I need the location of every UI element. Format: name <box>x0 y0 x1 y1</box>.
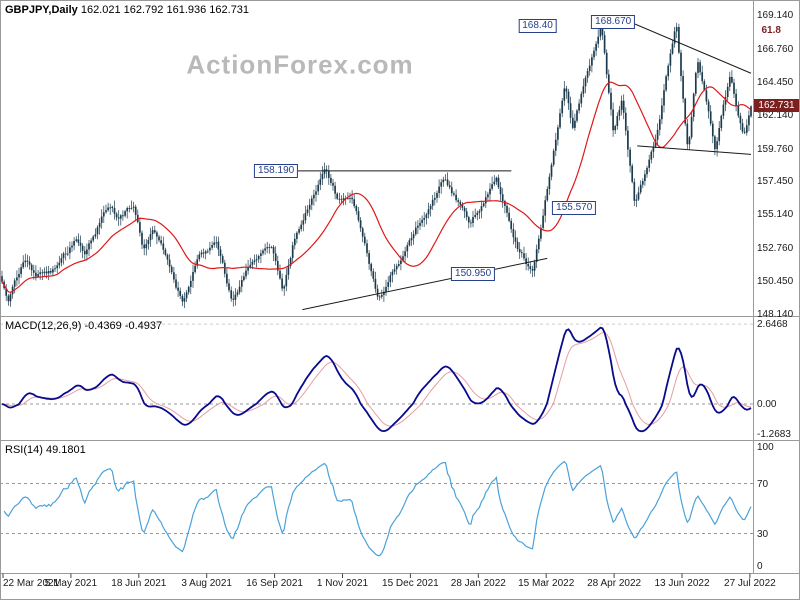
symbol-ohlc-header: GBPJPY,Daily 162.021 162.792 161.936 162… <box>5 4 249 16</box>
ohlc-values: 162.021 162.792 161.936 162.731 <box>80 4 250 16</box>
price-annotation: 168.670 <box>591 14 636 29</box>
time-axis-label: 15 Dec 2021 <box>382 578 439 589</box>
time-axis-label: 28 Apr 2022 <box>587 578 642 589</box>
rsi-axis-label: 0 <box>757 561 763 572</box>
watermark-logo: ActionForex.com <box>186 49 414 80</box>
rsi-axis-label: 70 <box>757 478 769 490</box>
time-axis-label: 5 May 2021 <box>44 578 98 589</box>
macd-indicator-header: MACD(12,26,9) -0.4369 -0.4937 <box>5 320 163 332</box>
price-axis-label: 166.760 <box>757 43 794 55</box>
time-axis-label: 18 Jun 2021 <box>111 578 167 589</box>
rsi-axis-label: 100 <box>757 442 774 453</box>
price-axis-label: 159.760 <box>757 143 794 155</box>
time-axis-label: 27 Jul 2022 <box>724 578 776 589</box>
price-annotation: 158.190 <box>254 163 299 178</box>
price-axis-label: 162.140 <box>757 109 794 121</box>
time-axis-label: 13 Jun 2022 <box>654 578 710 589</box>
macd-axis-label: 2.6468 <box>757 319 788 331</box>
price-axis-label: 169.140 <box>757 10 794 21</box>
price-axis-label: 157.450 <box>757 176 794 188</box>
time-axis-label: 15 Mar 2022 <box>518 578 575 589</box>
price-axis-label: 155.140 <box>757 209 794 221</box>
time-axis-label: 1 Nov 2021 <box>316 578 369 589</box>
price-axis-label: 148.140 <box>757 309 794 320</box>
time-axis-label: 16 Sep 2021 <box>246 578 303 589</box>
macd-axis-label: 0.00 <box>757 399 777 410</box>
symbol-label: GBPJPY,Daily <box>5 4 78 16</box>
price-axis-label: 164.450 <box>757 76 794 88</box>
rsi-axis-label: 30 <box>757 528 769 540</box>
time-axis-label: 28 Jan 2022 <box>450 578 506 589</box>
rsi-indicator-header: RSI(14) 49.1801 <box>5 444 86 456</box>
price-annotation: 61.8 <box>761 24 781 36</box>
time-axis-label: 3 Aug 2021 <box>181 578 232 589</box>
price-axis-label: 152.760 <box>757 243 794 255</box>
macd-axis-label: -1.2683 <box>757 429 791 440</box>
time-axis-label: 22 Mar 2021 <box>3 578 60 589</box>
price-annotation: 150.950 <box>451 266 496 281</box>
current-price-tag: 162.731 <box>754 99 799 113</box>
price-axis-label: 150.450 <box>757 276 794 288</box>
price-annotation: 155.570 <box>552 201 597 216</box>
price-annotation: 168.40 <box>518 18 557 33</box>
